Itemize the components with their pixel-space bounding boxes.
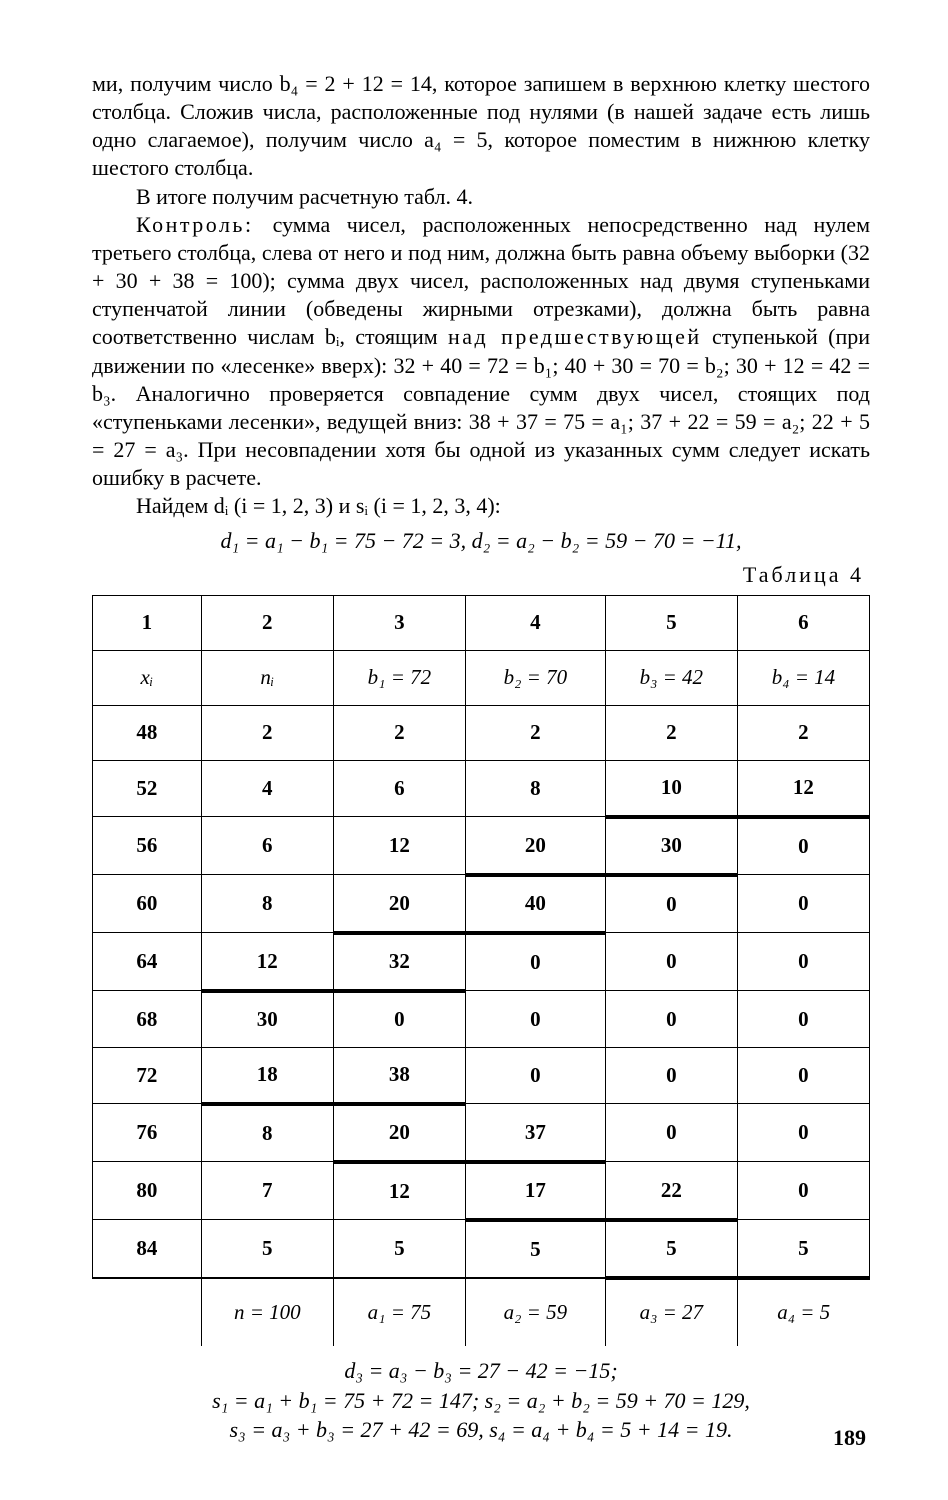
paragraph-2: В итоге получим расчетную табл. 4. (92, 183, 870, 211)
table-cell: 2 (201, 705, 333, 760)
table-caption: Таблица 4 (92, 561, 864, 589)
page: ми, получим число b₄ = 2 + 12 = 14, кото… (0, 0, 948, 1500)
table-cell: 0 (465, 991, 605, 1048)
table-cell: 2 (201, 595, 333, 650)
equation-d1-d2: d₁ = a₁ − b₁ = 75 − 72 = 3, d₂ = a₂ − b₂… (92, 527, 870, 555)
table-cell: nᵢ (201, 650, 333, 705)
table-cell: 5 (605, 1220, 737, 1278)
table-cell: 5 (333, 1220, 465, 1278)
table-cell: 4 (465, 595, 605, 650)
paragraph-1: ми, получим число b₄ = 2 + 12 = 14, кото… (92, 70, 870, 183)
table-cell: 38 (333, 1047, 465, 1104)
table-cell: 0 (465, 933, 605, 991)
table-cell: a₂ = 59 (465, 1278, 605, 1346)
table-cell: 8 (465, 760, 605, 817)
table-cell: 0 (333, 991, 465, 1048)
table-cell: 0 (737, 1047, 869, 1104)
table-cell: 2 (737, 705, 869, 760)
paragraph-4: Найдем dᵢ (i = 1, 2, 3) и sᵢ (i = 1, 2, … (92, 492, 870, 520)
table-cell: 0 (605, 933, 737, 991)
table-cell: 0 (737, 1104, 869, 1162)
table-cell: 8 (201, 1104, 333, 1162)
table-cell: 12 (201, 933, 333, 991)
table-cell: 7 (201, 1162, 333, 1220)
table-cell: 5 (465, 1220, 605, 1278)
table-cell: 0 (737, 1162, 869, 1220)
table-cell: 12 (333, 1162, 465, 1220)
table-cell: 60 (93, 875, 202, 933)
table-cell: 30 (605, 817, 737, 875)
table-cell: 22 (605, 1162, 737, 1220)
table-cell: 18 (201, 1047, 333, 1104)
table-cell: 6 (333, 760, 465, 817)
table-cell: 20 (465, 817, 605, 875)
table-cell: 64 (93, 933, 202, 991)
table-cell: 20 (333, 875, 465, 933)
table-cell: 0 (737, 817, 869, 875)
table-cell: 5 (737, 1220, 869, 1278)
table-cell: 4 (201, 760, 333, 817)
table-cell: 5 (605, 595, 737, 650)
equation-d3: d₃ = a₃ − b₃ = 27 − 42 = −15; (92, 1356, 870, 1386)
table-cell: 12 (737, 760, 869, 817)
table-cell: 17 (465, 1162, 605, 1220)
table-cell: 30 (201, 991, 333, 1048)
table-cell: 8 (201, 875, 333, 933)
table-cell: n = 100 (201, 1278, 333, 1346)
table-cell: 12 (333, 817, 465, 875)
table-cell: b₃ = 42 (605, 650, 737, 705)
equation-s3-s4: s₃ = a₃ + b₃ = 27 + 42 = 69, s₄ = a₄ + b… (92, 1415, 870, 1445)
table-cell: 0 (737, 991, 869, 1048)
table-cell: 6 (737, 595, 869, 650)
table-cell: 84 (93, 1220, 202, 1278)
table-cell: 5 (201, 1220, 333, 1278)
table-cell: 3 (333, 595, 465, 650)
table-cell: 32 (333, 933, 465, 991)
table-cell: 0 (605, 1104, 737, 1162)
paragraph-3-lead: Контроль: (136, 212, 273, 237)
table-cell: 72 (93, 1047, 202, 1104)
table-cell: 1 (93, 595, 202, 650)
table-cell: 0 (605, 875, 737, 933)
table-cell: 2 (605, 705, 737, 760)
table-cell: b₄ = 14 (737, 650, 869, 705)
equation-s1-s2: s₁ = a₁ + b₁ = 75 + 72 = 147; s₂ = a₂ + … (92, 1386, 870, 1416)
table-cell: 0 (465, 1047, 605, 1104)
table-cell: 0 (605, 991, 737, 1048)
table-cell: 0 (737, 875, 869, 933)
table-cell: a₃ = 27 (605, 1278, 737, 1346)
table-cell: 0 (605, 1047, 737, 1104)
table-cell: 48 (93, 705, 202, 760)
table-cell: 76 (93, 1104, 202, 1162)
table-cell: 52 (93, 760, 202, 817)
table-cell: 20 (333, 1104, 465, 1162)
table-cell: 6 (201, 817, 333, 875)
table-cell: a₁ = 75 (333, 1278, 465, 1346)
table-cell: 2 (465, 705, 605, 760)
table-cell: 56 (93, 817, 202, 875)
table-cell: 40 (465, 875, 605, 933)
table-cell: 2 (333, 705, 465, 760)
paragraph-3-spaced: над предшествующей (448, 324, 702, 349)
table-cell: 68 (93, 991, 202, 1048)
table-cell: 37 (465, 1104, 605, 1162)
table-cell: 10 (605, 760, 737, 817)
page-number: 189 (833, 1424, 866, 1452)
table-cell: 80 (93, 1162, 202, 1220)
table-cell: 0 (737, 933, 869, 991)
table-cell: b₁ = 72 (333, 650, 465, 705)
table-cell: xᵢ (93, 650, 202, 705)
table-cell: b₂ = 70 (465, 650, 605, 705)
table-cell: a₄ = 5 (737, 1278, 869, 1346)
table-4: 123456xᵢnᵢb₁ = 72b₂ = 70b₃ = 42b₄ = 1448… (92, 595, 870, 1346)
paragraph-3: Контроль: сумма чисел, расположенных неп… (92, 211, 870, 493)
table-cell (93, 1278, 202, 1346)
